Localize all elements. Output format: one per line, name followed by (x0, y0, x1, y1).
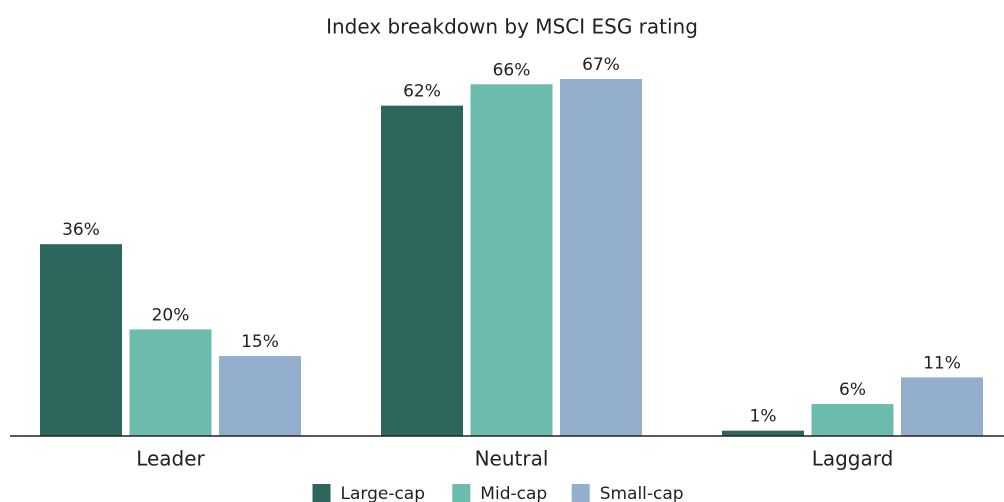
bar (811, 404, 894, 436)
value-label: 62% (403, 82, 441, 102)
legend-label: Mid-cap (480, 484, 547, 502)
x-tick-label: Neutral (475, 447, 549, 471)
legend-label: Large-cap (341, 484, 426, 502)
value-label: 67% (582, 55, 620, 75)
value-label: 11% (923, 353, 961, 373)
bar (40, 244, 122, 436)
legend-swatch (452, 484, 471, 502)
value-label: 20% (152, 305, 190, 325)
x-tick-label: Laggard (812, 447, 894, 471)
chart-title: Index breakdown by MSCI ESG rating (326, 15, 698, 39)
value-label: 6% (839, 380, 866, 400)
bar (722, 430, 804, 436)
bar (381, 105, 463, 436)
legend-swatch (312, 484, 331, 502)
legend-swatch (571, 484, 590, 502)
value-label: 15% (241, 332, 279, 352)
bar (470, 84, 553, 437)
x-tick-label: Leader (136, 447, 205, 471)
bar (901, 377, 983, 436)
bar (560, 78, 642, 436)
value-label: 36% (62, 220, 100, 240)
value-label: 66% (493, 60, 531, 80)
legend-label: Small-cap (600, 484, 684, 502)
bar (219, 356, 301, 436)
value-label: 1% (750, 407, 777, 427)
bar (129, 329, 212, 436)
